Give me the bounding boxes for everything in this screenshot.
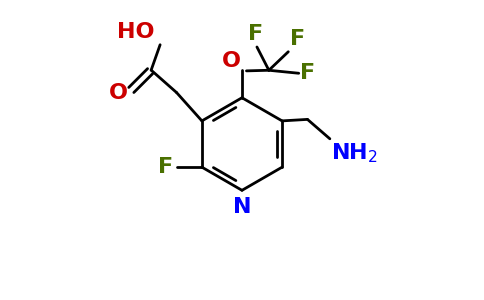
Text: O: O bbox=[222, 51, 241, 71]
Text: O: O bbox=[109, 82, 128, 103]
Text: F: F bbox=[158, 157, 174, 177]
Text: N: N bbox=[233, 197, 251, 217]
Text: NH$_2$: NH$_2$ bbox=[332, 141, 378, 165]
Text: F: F bbox=[300, 63, 316, 83]
Text: F: F bbox=[290, 29, 305, 49]
Text: HO: HO bbox=[117, 22, 154, 42]
Text: F: F bbox=[248, 24, 263, 44]
